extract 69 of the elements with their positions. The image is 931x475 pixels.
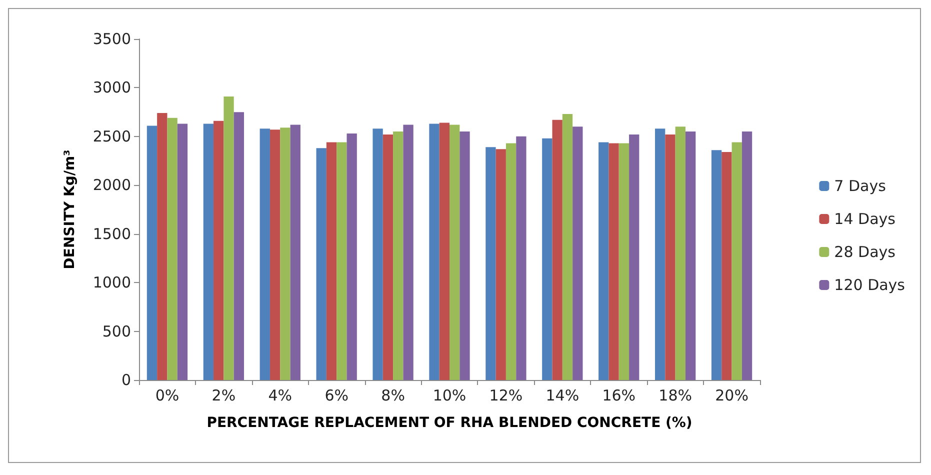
bar [618, 143, 630, 380]
bar [732, 142, 742, 380]
x-tick-label: 16% [602, 386, 636, 404]
bar [382, 134, 394, 380]
bar [270, 130, 280, 380]
bar [167, 118, 178, 380]
bar [429, 124, 440, 380]
bar [572, 126, 583, 380]
bar [722, 152, 732, 380]
bar [290, 124, 300, 380]
bar [177, 124, 188, 380]
bar [439, 122, 450, 380]
bar [450, 124, 460, 380]
x-tick-label: 8% [381, 386, 405, 404]
bar [608, 143, 619, 380]
legend-label: 14 Days [834, 210, 896, 228]
y-axis-title: DENSITY Kg/m³ [62, 150, 78, 270]
x-axis-title: PERCENTAGE REPLACEMENT OF RHA BLENDED CONCRETE (%) [206, 415, 692, 431]
bar [260, 128, 270, 380]
bar [552, 120, 562, 380]
bar [280, 128, 290, 380]
x-tick-label: 10% [432, 386, 466, 404]
bar [685, 132, 696, 380]
bar [654, 128, 666, 380]
bar [224, 96, 234, 380]
bar [214, 120, 224, 380]
bar [234, 112, 244, 380]
bar [203, 124, 214, 380]
y-tick-label: 2500 [92, 127, 131, 146]
bar [157, 113, 168, 380]
bar [629, 134, 640, 380]
x-tick-label: 2% [212, 386, 236, 404]
bar [146, 126, 158, 380]
bar [516, 136, 526, 380]
bar [316, 148, 326, 380]
y-tick-label: 500 [102, 322, 131, 340]
y-tick-label: 1500 [92, 224, 131, 243]
legend-label: 120 Days [834, 276, 906, 294]
legend-label: 28 Days [834, 243, 896, 261]
bar [711, 150, 722, 380]
bar [393, 132, 404, 380]
x-tick-label: 6% [324, 386, 348, 404]
bar [665, 134, 676, 380]
y-tick-label: 2000 [92, 176, 131, 194]
bar [506, 143, 516, 380]
x-tick-label: 12% [489, 386, 523, 404]
y-tick-label: 3500 [92, 30, 131, 48]
x-tick-label: 0% [155, 386, 180, 404]
bar [675, 126, 686, 380]
y-tick-label: 1000 [92, 274, 131, 292]
bar [403, 124, 414, 380]
bar [336, 142, 347, 380]
bar [742, 132, 752, 380]
bar [542, 138, 552, 380]
bar [496, 149, 506, 380]
legend-label: 7 Days [834, 177, 886, 195]
bar [598, 142, 609, 380]
x-tick-label: 14% [546, 386, 580, 404]
x-tick-label: 18% [658, 386, 692, 404]
bar [460, 132, 470, 380]
bar [486, 147, 496, 380]
bar [346, 134, 357, 380]
bar [326, 142, 337, 380]
y-tick-label: 3000 [92, 78, 131, 97]
x-tick-label: 20% [715, 386, 748, 404]
bar [562, 114, 573, 380]
bar [372, 128, 383, 380]
y-tick-label: 0 [121, 371, 131, 389]
x-tick-label: 4% [268, 386, 292, 404]
